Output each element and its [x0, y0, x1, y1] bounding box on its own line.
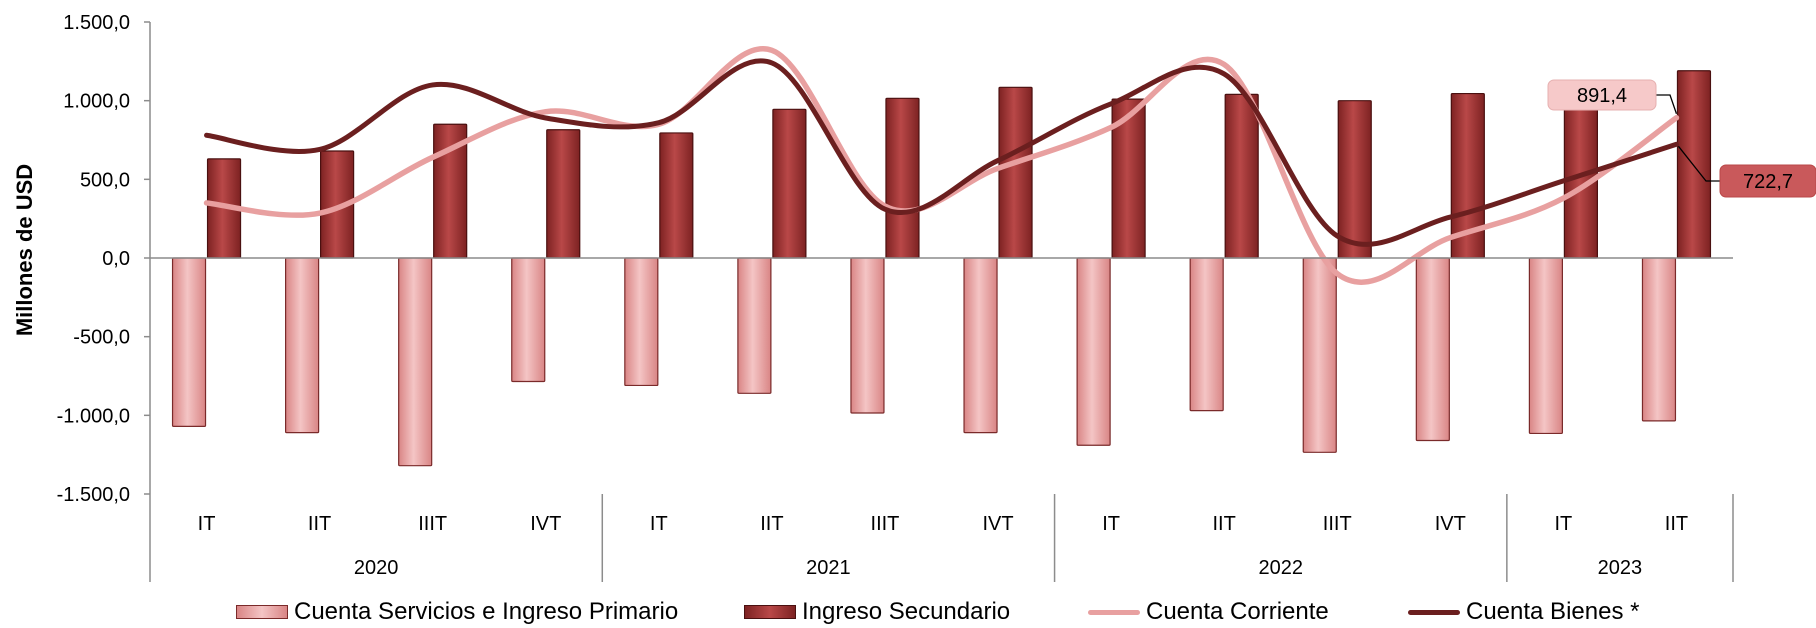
- x-tick-label: IIIT: [1323, 513, 1352, 535]
- bar-servicios: [285, 257, 320, 434]
- x-tick-label: IVT: [530, 513, 561, 535]
- legend-swatch-cuenta-corriente: [1088, 609, 1140, 615]
- bar-servicios: [737, 257, 772, 394]
- x-tick-label: IIIT: [418, 513, 447, 535]
- legend-label-cuenta-bienes: Cuenta Bienes *: [1466, 598, 1640, 625]
- y-axis-ticks: 1.500,0 1.000,0 500,0 0,0 -500,0 -1.000,0 -1.5…: [57, 12, 130, 506]
- x-tick-label: IIIT: [871, 513, 900, 535]
- bar-servicios: [511, 257, 546, 383]
- x-tick-label: IT: [650, 513, 668, 535]
- bar-servicios: [1189, 257, 1224, 412]
- bar-ingreso-secundario: [659, 132, 694, 259]
- x-tick-label: IT: [1555, 513, 1573, 535]
- legend-label-cuenta-corriente: Cuenta Corriente: [1146, 598, 1329, 625]
- legend-item-cuenta-corriente: Cuenta Corriente: [1088, 596, 1329, 628]
- bar-ingreso-secundario: [885, 97, 920, 259]
- bar-servicios: [624, 257, 659, 387]
- x-year-label: 2021: [806, 557, 851, 579]
- bar-ingreso-secundario: [1676, 70, 1712, 259]
- bar-servicios: [1076, 257, 1111, 446]
- legend: Cuenta Servicios e Ingreso Primario Ingr…: [0, 596, 1816, 628]
- bar-servicios: [963, 257, 998, 434]
- bar-servicios: [850, 257, 885, 414]
- x-tick-label: IIT: [1665, 513, 1688, 535]
- bar-ingreso-secundario: [546, 129, 581, 259]
- data-labels: 891,4 722,7: [1547, 79, 1816, 198]
- series-lines: [203, 45, 1680, 285]
- bar-servicios: [398, 257, 433, 467]
- callout-leader-line: [1656, 94, 1678, 114]
- x-tick-label: IIT: [760, 513, 783, 535]
- y-tick-label: -500,0: [73, 327, 130, 349]
- legend-item-cuenta-bienes: Cuenta Bienes *: [1408, 596, 1639, 628]
- data-label: 891,4: [1577, 85, 1627, 107]
- y-tick-label: -1.500,0: [57, 484, 130, 506]
- y-tick-label: -1.000,0: [57, 405, 130, 427]
- x-tick-label: IVT: [982, 513, 1013, 535]
- bar-ingreso-secundario: [1337, 100, 1372, 259]
- legend-swatch-servicios: [236, 605, 288, 619]
- bar-servicios: [1302, 257, 1337, 453]
- y-tick-label: 1.000,0: [63, 91, 130, 113]
- callout-box: [1719, 164, 1816, 198]
- legend-swatch-cuenta-bienes: [1408, 609, 1460, 615]
- x-year-label: 2020: [354, 557, 399, 579]
- callout-box: [1547, 79, 1657, 111]
- axes: [144, 21, 1734, 582]
- legend-label-ingreso-secundario: Ingreso Secundario: [802, 598, 1011, 625]
- bar-servicios: [171, 257, 207, 427]
- y-tick-label: 500,0: [80, 169, 130, 191]
- bar-ingreso-secundario: [1224, 93, 1259, 259]
- x-tick-label: IVT: [1435, 513, 1466, 535]
- data-label: 722,7: [1743, 171, 1793, 193]
- y-axis-label: Millones de USD: [12, 164, 37, 336]
- legend-item-servicios: Cuenta Servicios e Ingreso Primario: [236, 596, 678, 628]
- bar-ingreso-secundario: [998, 86, 1033, 259]
- bar-servicios: [1528, 257, 1563, 435]
- y-tick-label: 1.500,0: [63, 12, 130, 34]
- callout-leader-line: [1677, 145, 1720, 182]
- legend-swatch-ingreso-secundario: [744, 605, 796, 619]
- bar-ingreso-secundario: [772, 108, 807, 259]
- chart: Millones de USD 1.500,0 1.000,0 500,0 0,0 -5…: [12, 12, 1816, 582]
- x-year-label: 2022: [1258, 557, 1303, 579]
- x-tick-label: IT: [1102, 513, 1120, 535]
- y-tick-label: 0,0: [102, 248, 130, 270]
- x-year-label: 2023: [1598, 557, 1643, 579]
- bar-servicios: [1641, 257, 1677, 422]
- x-tick-label: IT: [198, 513, 216, 535]
- bars: [171, 70, 1712, 467]
- x-tick-label: IIT: [308, 513, 331, 535]
- bar-servicios: [1415, 257, 1450, 442]
- legend-label-servicios: Cuenta Servicios e Ingreso Primario: [294, 598, 679, 625]
- legend-item-ingreso-secundario: Ingreso Secundario: [744, 596, 1010, 628]
- line-cuenta-bienes: [204, 58, 1679, 247]
- x-axis-categories: IT IIT IIIT IVT IT IIT IIIT IVT IT IIT IIIT IVT IT II…: [198, 513, 1688, 579]
- x-tick-label: IIT: [1213, 513, 1236, 535]
